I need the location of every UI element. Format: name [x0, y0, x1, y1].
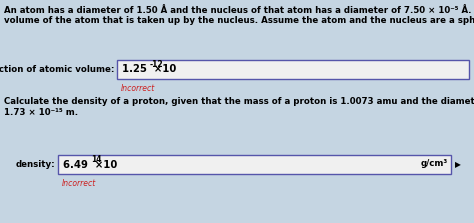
- Text: Incorrect: Incorrect: [121, 84, 155, 93]
- Text: g/cm³: g/cm³: [421, 159, 448, 168]
- Text: An atom has a diameter of 1.50 Å and the nucleus of that atom has a diameter of : An atom has a diameter of 1.50 Å and the…: [4, 6, 474, 15]
- Text: 1.25  ×10: 1.25 ×10: [122, 64, 176, 74]
- FancyBboxPatch shape: [58, 155, 451, 174]
- Text: volume of the atom that is taken up by the nucleus. Assume the atom and the nucl: volume of the atom that is taken up by t…: [4, 16, 474, 25]
- Text: 14: 14: [91, 155, 101, 164]
- Text: fraction of atomic volume:: fraction of atomic volume:: [0, 65, 114, 74]
- Text: 6.49  ×10: 6.49 ×10: [63, 159, 117, 169]
- Text: ▶: ▶: [455, 160, 461, 169]
- Text: Incorrect: Incorrect: [62, 179, 96, 188]
- FancyBboxPatch shape: [117, 60, 469, 79]
- Text: density:: density:: [15, 160, 55, 169]
- Text: 1.73 × 10⁻¹⁵ m.: 1.73 × 10⁻¹⁵ m.: [4, 108, 78, 117]
- Text: Calculate the density of a proton, given that the mass of a proton is 1.0073 amu: Calculate the density of a proton, given…: [4, 97, 474, 106]
- Text: -12: -12: [150, 60, 164, 69]
